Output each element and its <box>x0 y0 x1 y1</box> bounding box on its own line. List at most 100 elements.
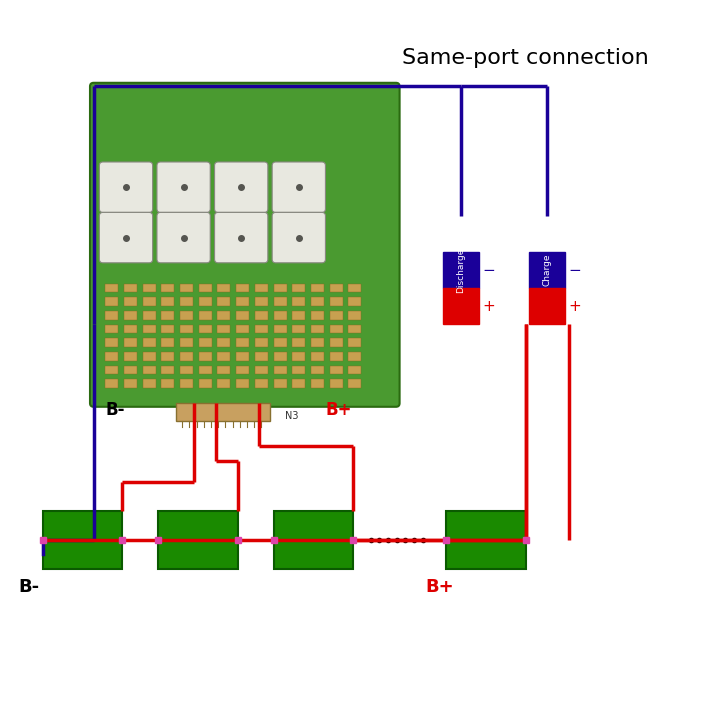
FancyBboxPatch shape <box>90 83 400 407</box>
FancyBboxPatch shape <box>157 212 210 263</box>
Bar <box>124 366 137 374</box>
Bar <box>43 511 122 569</box>
Bar <box>292 352 305 361</box>
Bar <box>124 379 137 388</box>
Bar <box>255 284 268 292</box>
Bar <box>143 297 156 306</box>
Bar <box>330 338 343 347</box>
Text: Charge: Charge <box>543 253 552 287</box>
Bar <box>124 338 137 347</box>
Bar <box>255 297 268 306</box>
Bar <box>274 338 287 347</box>
Bar <box>292 284 305 292</box>
Bar <box>199 325 212 333</box>
Bar <box>236 297 249 306</box>
Bar <box>236 379 249 388</box>
Bar <box>217 338 230 347</box>
Text: Same-port connection: Same-port connection <box>402 48 649 68</box>
Text: +: + <box>482 299 495 313</box>
Bar <box>124 297 137 306</box>
Bar <box>236 284 249 292</box>
Bar <box>161 338 174 347</box>
Bar <box>180 366 193 374</box>
Bar <box>199 297 212 306</box>
Bar <box>255 325 268 333</box>
Text: B+: B+ <box>325 402 351 419</box>
Bar <box>124 352 137 361</box>
Bar <box>161 325 174 333</box>
Bar <box>311 311 324 320</box>
Bar <box>330 352 343 361</box>
FancyBboxPatch shape <box>99 162 153 212</box>
Bar <box>274 311 287 320</box>
Bar <box>161 366 174 374</box>
Bar <box>105 338 118 347</box>
Text: +: + <box>569 299 582 313</box>
Bar <box>236 311 249 320</box>
Bar <box>180 284 193 292</box>
Bar <box>236 338 249 347</box>
Bar <box>217 284 230 292</box>
Bar <box>143 284 156 292</box>
Bar <box>330 297 343 306</box>
Bar <box>330 366 343 374</box>
Bar <box>274 325 287 333</box>
Bar <box>330 325 343 333</box>
Bar <box>180 379 193 388</box>
Bar <box>143 379 156 388</box>
Bar <box>311 284 324 292</box>
Bar <box>161 297 174 306</box>
FancyBboxPatch shape <box>157 162 210 212</box>
Bar <box>529 252 565 288</box>
Bar <box>255 352 268 361</box>
Bar <box>105 325 118 333</box>
Bar <box>311 338 324 347</box>
Bar <box>199 352 212 361</box>
Bar <box>348 379 361 388</box>
Bar <box>180 352 193 361</box>
Text: B+: B+ <box>425 577 454 596</box>
Bar <box>330 284 343 292</box>
Bar <box>274 352 287 361</box>
Bar <box>348 297 361 306</box>
Bar <box>199 338 212 347</box>
Bar <box>292 338 305 347</box>
Bar <box>292 366 305 374</box>
Bar <box>143 311 156 320</box>
Bar <box>446 511 526 569</box>
Bar <box>311 297 324 306</box>
Bar <box>161 284 174 292</box>
Bar <box>274 366 287 374</box>
Bar <box>217 366 230 374</box>
Bar <box>255 338 268 347</box>
Bar <box>124 325 137 333</box>
FancyBboxPatch shape <box>272 162 325 212</box>
Bar <box>292 379 305 388</box>
Text: N3: N3 <box>285 411 298 421</box>
Bar <box>274 511 353 569</box>
Bar <box>124 311 137 320</box>
Text: B-: B- <box>105 402 125 419</box>
Bar <box>348 366 361 374</box>
Bar <box>274 284 287 292</box>
Bar <box>217 379 230 388</box>
Text: Discharge: Discharge <box>456 247 465 293</box>
Bar <box>311 366 324 374</box>
Bar <box>180 325 193 333</box>
Bar <box>124 284 137 292</box>
Bar <box>274 297 287 306</box>
Bar <box>105 366 118 374</box>
Bar <box>143 352 156 361</box>
Bar <box>292 325 305 333</box>
Bar <box>255 311 268 320</box>
Text: −: − <box>482 263 495 277</box>
Bar <box>161 379 174 388</box>
Bar <box>143 325 156 333</box>
Bar <box>330 379 343 388</box>
Bar <box>311 352 324 361</box>
Bar <box>443 252 479 288</box>
Bar <box>180 338 193 347</box>
Bar <box>105 311 118 320</box>
Bar <box>176 403 270 421</box>
Bar <box>217 297 230 306</box>
